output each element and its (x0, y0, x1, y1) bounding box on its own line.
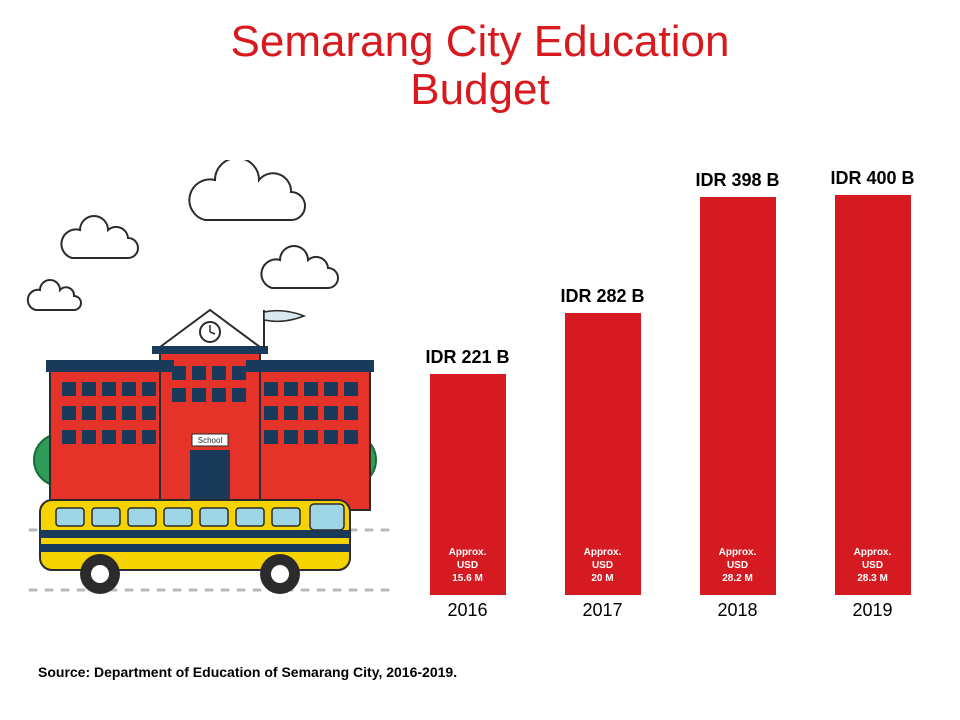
bar-2018: IDR 398 B Approx.USD28.2 M (683, 170, 793, 595)
bar-top-label: IDR 282 B (560, 286, 644, 307)
x-axis-label: 2019 (818, 600, 928, 621)
title-line-2: Budget (410, 65, 549, 114)
bar-inner-label: Approx.USD28.2 M (719, 546, 757, 585)
x-axis-label: 2016 (413, 600, 523, 621)
bar-2019: IDR 400 B Approx.USD28.3 M (818, 168, 928, 595)
bar-top-label: IDR 221 B (425, 347, 509, 368)
school-illustration: School (20, 160, 400, 600)
title-line-1: Semarang City Education (231, 17, 730, 66)
svg-text:School: School (198, 436, 223, 445)
bar-top-label: IDR 400 B (830, 168, 914, 189)
source-citation: Source: Department of Education of Semar… (38, 664, 457, 680)
bar-2016: IDR 221 B Approx.USD15.6 M (413, 347, 523, 595)
budget-bar-chart: IDR 221 B Approx.USD15.6 M IDR 282 B Approx… (400, 160, 940, 615)
x-axis-label: 2018 (683, 600, 793, 621)
bar-rect: Approx.USD28.2 M (700, 197, 776, 595)
bar-inner-label: Approx.USD15.6 M (449, 546, 487, 585)
school-building-icon: School (46, 310, 374, 522)
bar-top-label: IDR 398 B (695, 170, 779, 191)
bar-inner-label: Approx.USD28.3 M (854, 546, 892, 585)
page-title: Semarang City Education Budget (0, 18, 960, 115)
bar-inner-label: Approx.USD20 M (584, 546, 622, 585)
bar-rect: Approx.USD28.3 M (835, 195, 911, 595)
bar-2017: IDR 282 B Approx.USD20 M (548, 286, 658, 595)
school-bus-icon (40, 500, 350, 594)
clouds-icon (28, 160, 338, 310)
x-axis-label: 2017 (548, 600, 658, 621)
bar-rect: Approx.USD20 M (565, 313, 641, 595)
bar-rect: Approx.USD15.6 M (430, 374, 506, 595)
